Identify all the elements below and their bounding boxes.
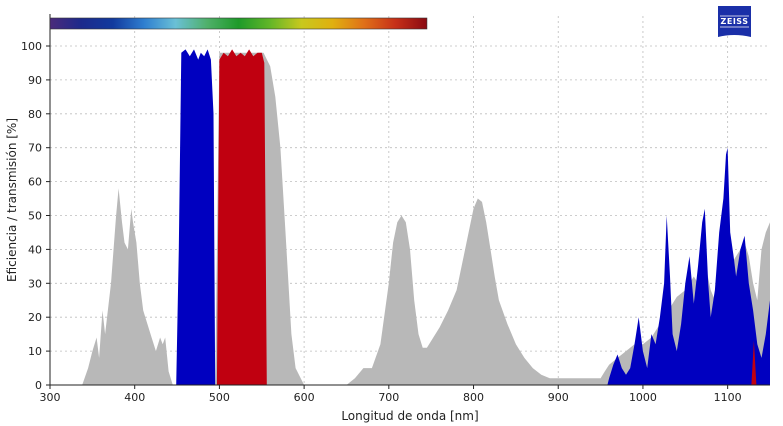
x-ticks: 300 400 500 600 700 800 900 1000 1100 — [40, 385, 742, 404]
x-axis-title: Longitud de onda [nm] — [341, 409, 478, 423]
y-tick-label: 80 — [28, 108, 42, 121]
x-tick-label: 800 — [463, 391, 484, 404]
y-tick-label: 50 — [28, 210, 42, 223]
y-tick-label: 10 — [28, 345, 42, 358]
series-areas — [82, 49, 770, 386]
x-tick-label: 1000 — [629, 391, 657, 404]
grid-lines — [50, 16, 770, 385]
x-tick-label: 700 — [378, 391, 399, 404]
y-tick-label: 30 — [28, 277, 42, 290]
zeiss-logo: ZEISS — [718, 6, 751, 37]
y-tick-label: 40 — [28, 243, 42, 256]
y-tick-label: 70 — [28, 142, 42, 155]
series-area-2 — [176, 49, 770, 386]
y-tick-label: 0 — [35, 379, 42, 392]
x-tick-label: 400 — [124, 391, 145, 404]
x-tick-label: 600 — [294, 391, 315, 404]
x-tick-label: 900 — [548, 391, 569, 404]
y-tick-label: 90 — [28, 74, 42, 87]
zeiss-logo-shape — [718, 6, 751, 37]
y-tick-label: 100 — [21, 40, 42, 53]
x-tick-label: 500 — [209, 391, 230, 404]
y-axis-title: Eficiencia / transmisión [%] — [5, 118, 19, 282]
y-tick-label: 60 — [28, 176, 42, 189]
x-tick-label: 300 — [40, 391, 61, 404]
y-ticks: 0 10 20 30 40 50 60 70 80 90 100 — [21, 40, 50, 392]
axes — [49, 14, 770, 386]
y-tick-label: 20 — [28, 311, 42, 324]
x-tick-label: 1100 — [714, 391, 742, 404]
zeiss-logo-text: ZEISS — [721, 17, 749, 26]
spectrum-color-bar — [49, 17, 428, 30]
